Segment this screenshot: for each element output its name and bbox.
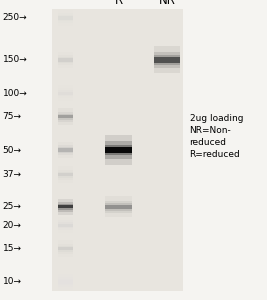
Bar (58, 15, 73, 21)
Bar (58, 172, 73, 178)
Bar (58, 147, 73, 153)
Bar (58, 244, 73, 254)
Bar (58, 204, 73, 210)
Bar (58, 57, 73, 63)
Bar (58, 247, 73, 250)
Text: R: R (115, 0, 123, 8)
Bar (58, 92, 73, 95)
Text: 20→: 20→ (3, 221, 22, 230)
Bar (105, 200, 132, 213)
Bar (58, 88, 73, 98)
Bar (58, 222, 73, 228)
Bar (58, 58, 73, 62)
Bar (58, 246, 73, 252)
Text: 15→: 15→ (3, 244, 22, 253)
Text: 37→: 37→ (3, 170, 22, 179)
Text: 25→: 25→ (3, 202, 22, 211)
Bar (154, 46, 180, 74)
Bar (105, 196, 132, 217)
Bar (58, 279, 73, 285)
Bar (58, 85, 73, 101)
Bar (58, 13, 73, 23)
Text: 10→: 10→ (3, 278, 22, 286)
Bar (58, 277, 73, 287)
Bar (58, 142, 73, 158)
Bar (58, 217, 73, 233)
Bar (58, 280, 73, 284)
Bar (58, 16, 73, 20)
Bar (58, 224, 73, 227)
Bar (58, 145, 73, 155)
Bar (58, 241, 73, 257)
Text: 250→: 250→ (3, 14, 27, 22)
Bar (105, 205, 132, 209)
Bar (58, 173, 73, 176)
Text: 75→: 75→ (3, 112, 22, 121)
Text: NR: NR (158, 0, 175, 8)
Bar (105, 145, 132, 155)
Bar (154, 57, 180, 63)
Bar (58, 115, 73, 118)
Bar (58, 109, 73, 125)
Bar (58, 112, 73, 122)
Bar (105, 147, 132, 153)
Bar (58, 10, 73, 26)
Bar (58, 52, 73, 68)
Bar (105, 203, 132, 211)
Bar (58, 55, 73, 65)
Bar (58, 199, 73, 215)
Text: 100→: 100→ (3, 89, 28, 98)
Bar (105, 141, 132, 159)
Bar (58, 220, 73, 230)
Bar (58, 170, 73, 180)
Bar (58, 167, 73, 183)
Bar (154, 55, 180, 65)
Text: 50→: 50→ (3, 146, 22, 154)
Text: 2ug loading
NR=Non-
reduced
R=reduced: 2ug loading NR=Non- reduced R=reduced (190, 114, 243, 159)
Bar (58, 90, 73, 96)
Bar (58, 205, 73, 208)
Bar (105, 135, 132, 165)
Text: 150→: 150→ (3, 56, 28, 64)
Bar (58, 114, 73, 120)
Bar (58, 148, 73, 152)
Bar (52, 9, 183, 291)
Bar (58, 274, 73, 290)
Bar (154, 52, 180, 68)
Bar (58, 202, 73, 212)
